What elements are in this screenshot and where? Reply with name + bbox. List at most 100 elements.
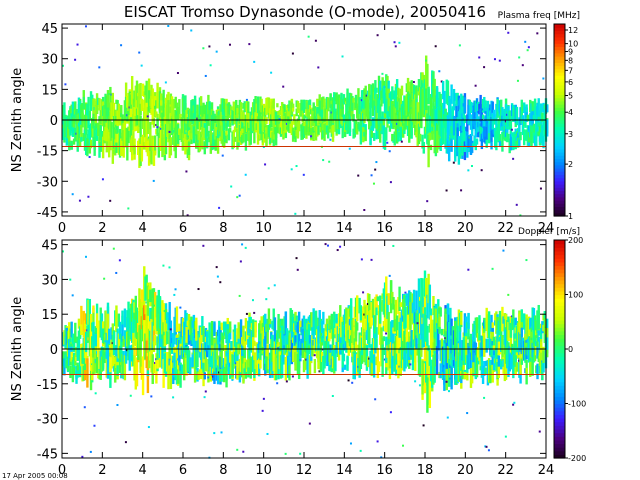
echo-mark bbox=[301, 343, 304, 358]
echo-mark bbox=[86, 105, 89, 129]
echo-mark bbox=[164, 319, 168, 346]
echo-mark bbox=[255, 342, 258, 348]
echo-mark bbox=[117, 333, 121, 359]
echo-mark bbox=[91, 338, 94, 344]
colorbar-tick-label: 4 bbox=[568, 108, 573, 117]
echo-mark bbox=[394, 335, 398, 360]
echo-mark bbox=[308, 121, 312, 132]
echo-mark bbox=[532, 352, 536, 363]
echo-mark bbox=[227, 128, 231, 141]
echo-mark bbox=[254, 352, 257, 370]
echo-speckle bbox=[341, 55, 344, 58]
echo-mark bbox=[260, 98, 263, 113]
echo-mark bbox=[259, 110, 262, 121]
echo-speckle bbox=[518, 56, 521, 59]
echo-mark bbox=[172, 114, 175, 127]
echo-mark bbox=[189, 319, 192, 336]
colorbar-band bbox=[554, 113, 565, 118]
echo-mark bbox=[429, 312, 433, 333]
echo-mark bbox=[212, 110, 215, 121]
echo-mark bbox=[331, 124, 335, 142]
echo-marks bbox=[62, 243, 549, 459]
echo-mark bbox=[245, 321, 249, 345]
echo-mark bbox=[118, 111, 122, 126]
echo-mark bbox=[139, 147, 142, 167]
echo-speckle bbox=[83, 406, 86, 409]
echo-mark bbox=[117, 132, 121, 150]
echo-mark bbox=[270, 332, 273, 340]
echo-mark bbox=[441, 102, 445, 124]
echo-mark bbox=[450, 359, 453, 373]
echo-mark bbox=[138, 328, 141, 355]
echo-mark bbox=[395, 335, 399, 357]
echo-mark bbox=[491, 361, 494, 383]
echo-mark bbox=[435, 107, 439, 124]
echo-mark bbox=[134, 319, 137, 345]
echo-mark bbox=[186, 320, 190, 326]
echo-mark bbox=[89, 91, 93, 112]
echo-speckle bbox=[176, 346, 179, 349]
echo-speckle bbox=[302, 173, 305, 176]
echo-mark bbox=[185, 340, 188, 356]
colorbar-tick-label: 12 bbox=[568, 26, 578, 35]
echo-mark bbox=[151, 88, 154, 100]
echo-mark bbox=[313, 311, 317, 332]
echo-mark bbox=[497, 335, 500, 342]
echo-mark bbox=[531, 110, 534, 126]
colorbar-band bbox=[554, 177, 565, 182]
echo-speckle bbox=[140, 64, 143, 67]
echo-mark bbox=[339, 327, 342, 338]
echo-mark bbox=[386, 345, 389, 358]
echo-mark bbox=[203, 141, 206, 155]
echo-mark bbox=[82, 310, 85, 332]
echo-mark bbox=[423, 79, 427, 94]
echo-mark bbox=[402, 340, 405, 360]
echo-mark bbox=[474, 121, 478, 131]
echo-speckle bbox=[512, 403, 515, 406]
echo-mark bbox=[297, 120, 301, 132]
echo-mark bbox=[195, 317, 198, 341]
echo-mark bbox=[320, 109, 324, 121]
echo-mark bbox=[284, 131, 288, 139]
echo-mark bbox=[82, 331, 85, 338]
echo-mark bbox=[245, 115, 249, 133]
echo-mark bbox=[310, 342, 313, 361]
echo-mark bbox=[87, 299, 90, 328]
echo-mark bbox=[477, 121, 480, 128]
echo-speckle bbox=[86, 329, 89, 332]
echo-mark bbox=[387, 111, 390, 124]
echo-mark bbox=[368, 294, 371, 322]
echo-mark bbox=[317, 350, 320, 370]
echo-mark bbox=[473, 341, 476, 348]
echo-mark bbox=[143, 142, 146, 150]
echo-mark bbox=[143, 91, 146, 97]
echo-mark bbox=[342, 314, 346, 321]
echo-mark bbox=[132, 98, 135, 119]
echo-mark bbox=[402, 309, 405, 342]
echo-speckle bbox=[147, 426, 150, 429]
echo-mark bbox=[195, 141, 198, 149]
echo-mark bbox=[359, 112, 363, 129]
echo-mark bbox=[414, 124, 417, 136]
echo-mark bbox=[536, 310, 539, 334]
echo-mark bbox=[212, 351, 215, 374]
echo-mark bbox=[319, 123, 323, 133]
echo-mark bbox=[391, 86, 394, 100]
echo-mark bbox=[484, 115, 487, 121]
echo-mark bbox=[398, 348, 401, 354]
echo-mark bbox=[231, 353, 234, 377]
echo-mark bbox=[500, 331, 503, 353]
echo-mark bbox=[316, 351, 319, 359]
footer-timestamp: 17 Apr 2005 00:08 bbox=[2, 472, 68, 480]
echo-mark bbox=[479, 126, 482, 137]
colorbar-band bbox=[554, 370, 565, 376]
echo-speckle bbox=[370, 258, 373, 261]
echo-mark bbox=[415, 313, 418, 334]
colorbar-band bbox=[554, 164, 565, 169]
echo-mark bbox=[375, 94, 378, 111]
echo-speckle bbox=[207, 376, 210, 379]
echo-mark bbox=[498, 108, 502, 121]
echo-speckle bbox=[480, 169, 483, 172]
echo-mark bbox=[366, 356, 370, 368]
echo-mark bbox=[268, 322, 272, 328]
